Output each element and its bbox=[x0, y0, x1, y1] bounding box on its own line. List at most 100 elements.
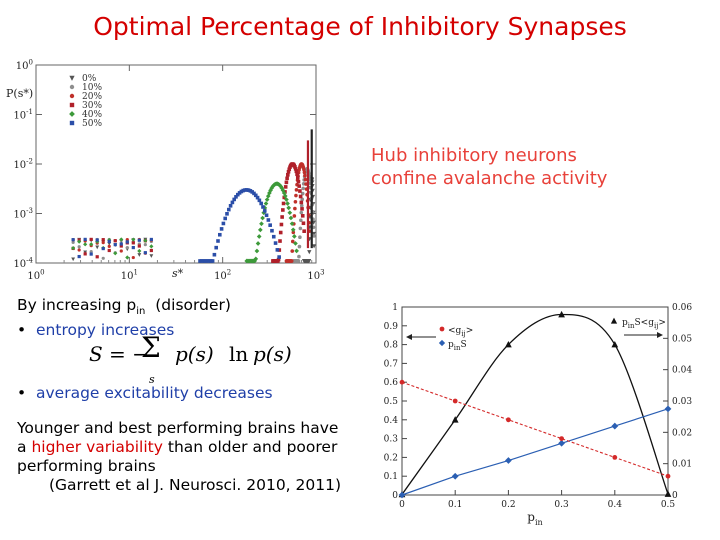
chart2-lines bbox=[398, 310, 672, 499]
gij-point bbox=[452, 398, 458, 404]
data-point bbox=[77, 245, 81, 249]
chart2-ticks: 0 0.1 0.2 0.3 0.4 0.500.10.20.30.40.50.60.70.… bbox=[384, 303, 693, 527]
y-left-tick-label: 0.3 bbox=[384, 435, 399, 445]
data-point bbox=[276, 257, 281, 262]
data-point bbox=[149, 237, 153, 242]
x-tick-label: 103 bbox=[307, 269, 324, 283]
data-point bbox=[307, 250, 312, 255]
data-point bbox=[212, 252, 217, 257]
data-point bbox=[289, 221, 295, 227]
data-point bbox=[113, 243, 117, 247]
data-point bbox=[71, 238, 75, 242]
data-point bbox=[264, 213, 269, 218]
data-point bbox=[295, 175, 300, 180]
pin-S-gij-point bbox=[611, 340, 619, 348]
data-point bbox=[302, 167, 306, 172]
data-point bbox=[221, 221, 226, 226]
data-point bbox=[259, 221, 264, 227]
slide-title: Optimal Percentage of Inhibitory Synapse… bbox=[93, 12, 627, 41]
chart1-plot-border bbox=[35, 64, 317, 264]
data-point bbox=[71, 246, 76, 251]
data-point bbox=[107, 248, 111, 253]
data-point bbox=[263, 201, 269, 206]
series-50pct bbox=[71, 188, 281, 263]
data-point bbox=[101, 238, 105, 242]
legend-label: 40% bbox=[82, 110, 102, 120]
legend-marker bbox=[69, 120, 75, 126]
x-axis-label: s* bbox=[172, 267, 184, 280]
chart2-legend: pinS<gij> <gij> pinS bbox=[406, 317, 666, 352]
data-point bbox=[293, 199, 298, 204]
data-point bbox=[298, 226, 303, 231]
pin-S-gij-point bbox=[664, 490, 672, 497]
data-point bbox=[264, 197, 270, 202]
eq-sum: Σ bbox=[141, 331, 161, 364]
legend-label: 50% bbox=[82, 119, 102, 129]
intro-sub: in bbox=[136, 306, 146, 317]
data-point bbox=[278, 239, 282, 243]
data-point bbox=[299, 203, 304, 208]
data-point bbox=[260, 215, 265, 221]
data-point bbox=[77, 254, 81, 259]
data-point bbox=[302, 229, 306, 233]
data-point bbox=[125, 245, 129, 250]
data-point bbox=[311, 244, 317, 249]
data-point bbox=[290, 227, 296, 233]
data-point bbox=[277, 248, 282, 252]
data-point bbox=[281, 208, 285, 212]
data-point bbox=[298, 235, 302, 240]
data-point bbox=[298, 194, 303, 199]
data-point bbox=[89, 249, 93, 254]
y-tick-label: 10-3 bbox=[13, 207, 33, 221]
data-point bbox=[71, 240, 75, 244]
data-point bbox=[125, 255, 130, 260]
legend-marker-blue bbox=[438, 339, 446, 347]
data-point bbox=[289, 259, 294, 263]
legend-label: 10% bbox=[82, 83, 102, 93]
data-point bbox=[131, 237, 136, 242]
data-point bbox=[294, 188, 299, 192]
data-point bbox=[113, 239, 117, 243]
legend-label-red: <gij> bbox=[448, 326, 473, 338]
data-point bbox=[300, 197, 305, 202]
data-point bbox=[294, 248, 299, 254]
data-point bbox=[299, 210, 304, 215]
x-tick-label: 102 bbox=[214, 269, 231, 283]
data-point bbox=[303, 173, 307, 178]
data-point bbox=[125, 240, 129, 244]
data-point bbox=[253, 256, 259, 262]
data-point bbox=[107, 239, 111, 244]
y-axis-label: P(s*) bbox=[6, 87, 33, 100]
eq-term1: p(s) bbox=[175, 342, 214, 366]
x-tick-label: 101 bbox=[121, 269, 138, 283]
x-tick-label: 0.4 bbox=[608, 500, 623, 510]
bullet-excitability: • average excitability decreases bbox=[17, 384, 377, 403]
y-left-tick-label: 0.1 bbox=[384, 472, 398, 482]
data-point bbox=[277, 255, 281, 259]
gij-point bbox=[506, 417, 511, 423]
para-highlight: higher variability bbox=[31, 438, 163, 456]
entropy-equation: S = − Σ s p(s) ln p(s) bbox=[89, 331, 377, 387]
data-point bbox=[286, 205, 292, 211]
data-point bbox=[257, 227, 263, 233]
data-point bbox=[137, 244, 141, 248]
data-point bbox=[301, 186, 305, 191]
data-point bbox=[286, 169, 291, 174]
data-point bbox=[255, 241, 261, 246]
gij-point bbox=[612, 455, 618, 460]
data-point bbox=[71, 257, 76, 262]
legend-marker-black bbox=[610, 317, 618, 324]
data-point bbox=[299, 200, 304, 205]
callout-line-1: Hub inhibitory neurons bbox=[371, 145, 577, 166]
data-point bbox=[298, 189, 302, 193]
y-left-tick-label: 0.4 bbox=[384, 416, 399, 426]
y-right-tick-label: 0.06 bbox=[672, 303, 692, 313]
data-point bbox=[113, 251, 118, 256]
data-point bbox=[119, 244, 123, 248]
data-point bbox=[232, 197, 236, 202]
data-point bbox=[77, 248, 81, 252]
y-tick-label: 10-1 bbox=[13, 108, 33, 122]
chart1-legend: 0%10%20%30%40%50% bbox=[69, 74, 102, 129]
pin-S-point bbox=[451, 472, 459, 480]
data-point bbox=[302, 170, 307, 175]
